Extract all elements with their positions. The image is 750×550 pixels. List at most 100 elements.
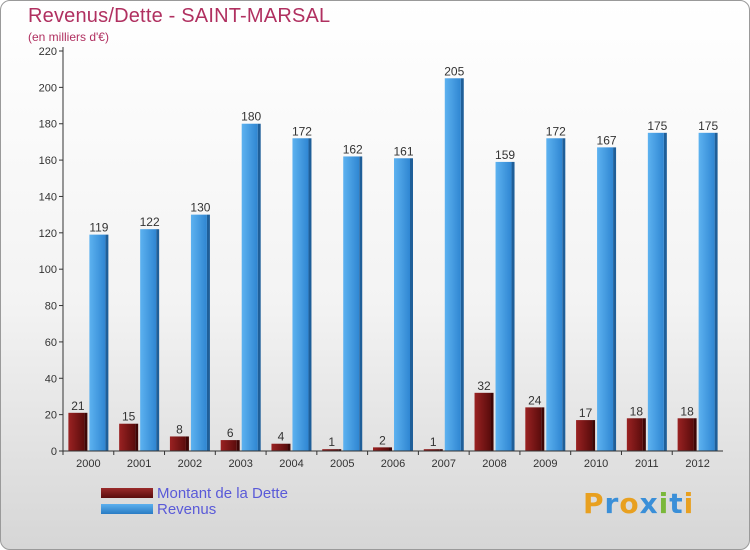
data-label-dette: 4 xyxy=(278,430,285,444)
bar-shadow xyxy=(206,214,210,451)
data-label-revenus: 172 xyxy=(292,124,312,138)
x-tick-label: 2001 xyxy=(127,458,151,470)
bar-revenus xyxy=(597,147,614,451)
bar-shadow xyxy=(541,407,545,451)
bar-revenus xyxy=(394,158,410,452)
bar-dette xyxy=(119,423,136,451)
data-label-dette: 2 xyxy=(379,433,386,447)
bar-dette xyxy=(677,418,694,451)
bar-shadow xyxy=(156,229,160,451)
legend-swatch-revenus xyxy=(101,504,153,514)
y-tick-label: 120 xyxy=(39,228,57,240)
data-label-dette: 24 xyxy=(528,393,542,407)
x-tick-label: 2005 xyxy=(330,458,354,470)
legend-item-revenus: Revenus xyxy=(101,500,288,518)
bar-shadow xyxy=(410,158,413,452)
logo-letter: r xyxy=(604,487,620,520)
bar-revenus xyxy=(546,138,563,452)
bar-revenus xyxy=(292,138,309,452)
bar-dette xyxy=(576,420,593,451)
bar-shadow xyxy=(389,447,392,451)
bar-dette xyxy=(271,443,288,451)
legend-item-dette: Montant de la Dette xyxy=(101,484,288,502)
data-label-dette: 18 xyxy=(680,404,694,418)
bar-dette xyxy=(423,449,440,451)
data-label-revenus: 175 xyxy=(647,119,667,133)
data-label-revenus: 175 xyxy=(698,119,718,133)
logo-letter: i xyxy=(658,487,670,520)
bar-dette xyxy=(169,436,186,451)
logo-letter: t xyxy=(669,487,684,520)
bar-dette xyxy=(68,412,85,451)
bar-shadow xyxy=(105,234,109,451)
data-label-dette: 15 xyxy=(122,410,136,424)
x-tick-label: 2003 xyxy=(228,458,252,470)
bar-shadow xyxy=(663,132,667,451)
data-label-dette: 1 xyxy=(430,435,437,449)
bar-dette xyxy=(220,440,237,451)
bar-shadow xyxy=(613,147,617,451)
data-label-revenus: 162 xyxy=(343,142,363,156)
bar-dette xyxy=(525,407,542,451)
bars-group xyxy=(68,78,718,452)
legend-label-dette: Montant de la Dette xyxy=(157,484,288,502)
bar-shadow xyxy=(135,423,139,451)
x-tick-label: 2010 xyxy=(584,458,608,470)
bar-revenus xyxy=(444,78,461,451)
bar-revenus xyxy=(89,234,106,451)
bar-shadow xyxy=(439,449,443,451)
logo-letter: i xyxy=(683,487,695,520)
bar-revenus xyxy=(190,214,207,451)
bar-shadow xyxy=(338,449,342,451)
data-label-revenus: 119 xyxy=(89,221,108,235)
bar-revenus xyxy=(698,132,715,451)
x-tick-label: 2012 xyxy=(685,458,709,470)
data-label-revenus: 205 xyxy=(444,64,464,78)
axes-group: 0 20 40 60 80 100 120 140 160 180 200 220 xyxy=(39,46,723,458)
legend-swatch-dette xyxy=(101,488,153,498)
data-label-revenus: 161 xyxy=(393,144,413,158)
bar-shadow xyxy=(185,436,189,451)
bar-revenus xyxy=(495,161,512,451)
bar-revenus xyxy=(343,156,360,452)
bar-shadow xyxy=(84,412,88,451)
bar-shadow xyxy=(592,420,596,451)
bar-shadow xyxy=(308,138,312,452)
labels-group: 2000211192001151222002813020036180200441… xyxy=(71,64,718,470)
logo-letter: o xyxy=(619,487,640,520)
data-label-revenus: 159 xyxy=(495,148,515,162)
y-tick-label: 60 xyxy=(45,337,57,349)
y-tick-label: 100 xyxy=(39,264,57,276)
data-label-dette: 17 xyxy=(579,406,593,420)
bar-shadow xyxy=(460,78,464,451)
x-tick-label: 2004 xyxy=(279,458,303,470)
bar-shadow xyxy=(714,132,718,451)
x-tick-label: 2002 xyxy=(178,458,202,470)
y-tick-label: 220 xyxy=(39,46,57,58)
bar-shadow xyxy=(257,123,261,452)
bar-shadow xyxy=(236,440,240,451)
data-label-dette: 21 xyxy=(71,399,85,413)
y-tick-label: 180 xyxy=(39,119,57,131)
x-tick-label: 2008 xyxy=(482,458,506,470)
bar-shadow xyxy=(287,443,291,451)
legend: Montant de la Dette Revenus xyxy=(101,484,288,518)
x-tick-label: 2009 xyxy=(533,458,557,470)
data-label-dette: 18 xyxy=(630,404,644,418)
chart-subtitle: (en milliers d'€) xyxy=(28,30,109,44)
data-label-revenus: 130 xyxy=(190,201,210,215)
y-tick-label: 20 xyxy=(45,410,57,422)
y-tick-label: 160 xyxy=(39,155,57,167)
x-tick-label: 2006 xyxy=(381,458,405,470)
logo-letter: x xyxy=(639,487,659,520)
bar-shadow xyxy=(359,156,363,452)
x-tick-label: 2000 xyxy=(76,458,100,470)
data-label-revenus: 180 xyxy=(241,110,261,124)
data-label-revenus: 167 xyxy=(597,133,617,147)
legend-label-revenus: Revenus xyxy=(157,500,217,518)
bar-revenus xyxy=(241,123,258,452)
data-label-dette: 32 xyxy=(477,379,491,393)
bar-dette xyxy=(474,392,491,451)
